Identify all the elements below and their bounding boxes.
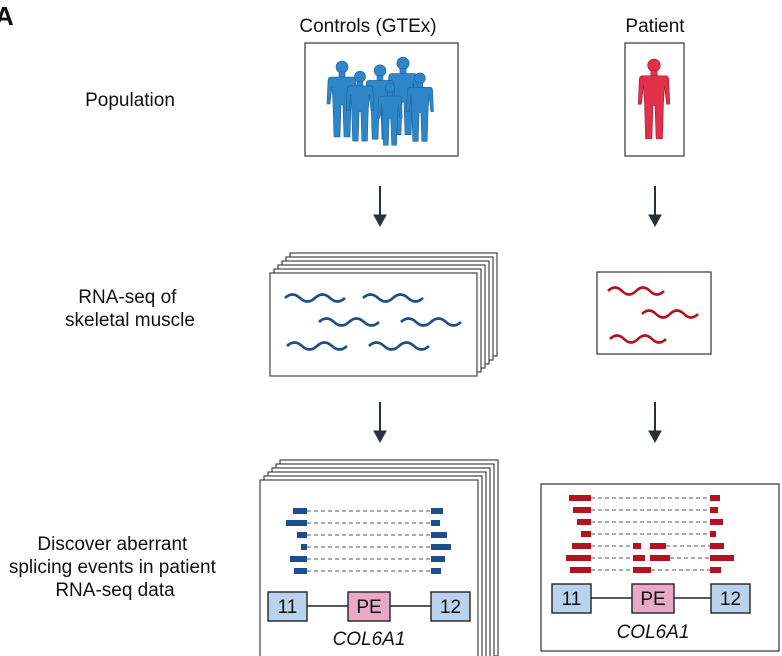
control-read-left (286, 520, 307, 526)
discover-label-line: RNA-seq data (55, 580, 175, 601)
patient-read (607, 286, 665, 296)
patient-read (641, 309, 699, 319)
control-read (318, 317, 380, 327)
control-read-left (297, 532, 307, 538)
patient-read-left (581, 531, 591, 537)
patient-read-left (577, 519, 591, 525)
control-read (286, 341, 348, 351)
patient-read-right (710, 495, 720, 501)
control-read-right (431, 556, 445, 562)
control-read-right (431, 568, 441, 574)
control-read-right (431, 520, 440, 526)
patient-read-left (570, 567, 591, 573)
patient-read-pe (633, 567, 651, 573)
control-read (362, 293, 424, 303)
patient-junction-reads (566, 495, 734, 573)
exon-12-label: 12 (440, 597, 461, 618)
pseudoexon-label: PE (640, 589, 665, 610)
population-label: Population (85, 90, 175, 111)
patient-header: Patient (625, 16, 685, 37)
controls-rnaseq-stack (269, 252, 498, 377)
patient-read-right (710, 543, 724, 549)
exon-12 (710, 583, 751, 614)
exon-11-label: 11 (562, 589, 582, 610)
patient-read-right (710, 531, 716, 537)
gene-name: COL6A1 (333, 629, 406, 650)
controls-gene-model: 11 PE 12 COL6A1 (267, 591, 471, 650)
patient-read-right (710, 567, 721, 573)
discover-label: Discover aberrant splicing events in pat… (9, 534, 221, 601)
control-read-left (294, 568, 307, 574)
exon-12 (430, 591, 471, 622)
control-read-right (431, 544, 451, 550)
control-read-left (301, 544, 307, 550)
gene-name: COL6A1 (617, 622, 690, 643)
patient-read-left (573, 507, 591, 513)
patient-read-pe (633, 555, 645, 561)
patient-read-right (710, 519, 723, 525)
patient-rnaseq-reads (607, 286, 699, 344)
controls-header: Controls (GTEx) (299, 16, 436, 37)
patient-read-right (710, 555, 734, 561)
control-read-right (431, 508, 443, 514)
rnaseq-label: RNA-seq of skeletal muscle (65, 287, 195, 331)
patient-read-pe (650, 555, 670, 561)
control-read (368, 341, 430, 351)
control-read (284, 293, 346, 303)
patient-read-pe (650, 543, 666, 549)
population-label-line: Population (85, 90, 175, 111)
rnaseq-label-line: skeletal muscle (65, 310, 195, 331)
arrow-controls-1 (373, 186, 387, 228)
rnaseq-label-line: RNA-seq of (78, 287, 177, 308)
controls-rnaseq-reads (284, 293, 462, 351)
patient-read-right (710, 507, 718, 513)
control-read-right (431, 532, 447, 538)
pseudoexon (347, 591, 391, 622)
arrow-controls-2 (373, 402, 387, 444)
pseudoexon-label: PE (356, 597, 381, 618)
exon-12-label: 12 (720, 589, 741, 610)
control-read-left (293, 508, 307, 514)
discover-label-line: Discover aberrant (37, 534, 188, 555)
patient-read-left (569, 495, 591, 501)
control-read-left (290, 556, 307, 562)
discover-label-line: splicing events in patient (9, 557, 217, 578)
patient-gene-model: 11 PE 12 COL6A1 (551, 583, 751, 643)
exon-11 (267, 591, 308, 622)
patient-read-left (566, 555, 591, 561)
pseudoexon (631, 583, 675, 614)
arrow-patient-2 (648, 402, 662, 444)
arrow-patient-1 (648, 186, 662, 228)
patient-read-pe (633, 543, 641, 549)
controls-junction-reads (286, 508, 451, 574)
control-read (400, 317, 462, 327)
patient-read (609, 334, 667, 344)
exon-11-label: 11 (278, 597, 298, 618)
patient-read-left (572, 543, 591, 549)
exon-11 (551, 583, 592, 614)
panel-letter: A (0, 1, 14, 31)
